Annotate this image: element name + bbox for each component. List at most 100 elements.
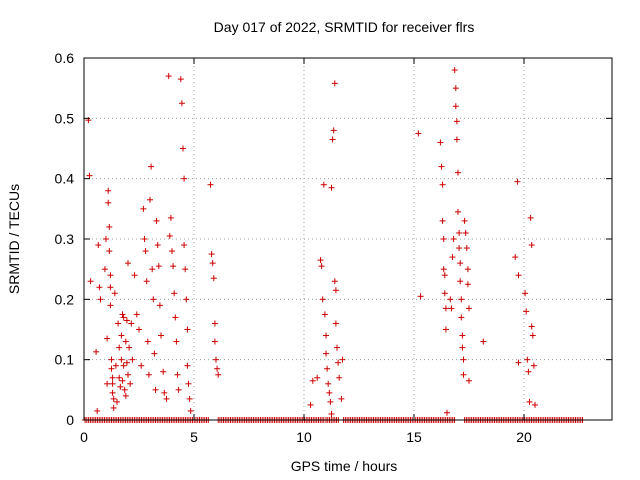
data-point xyxy=(109,389,116,396)
data-point xyxy=(182,266,189,273)
data-point xyxy=(125,260,131,267)
data-point xyxy=(307,401,314,408)
y-tick-label: 0.3 xyxy=(55,231,75,247)
data-point xyxy=(112,362,119,369)
data-point xyxy=(111,290,118,297)
data-point xyxy=(460,371,467,378)
data-point xyxy=(96,284,103,291)
data-point xyxy=(459,344,466,351)
data-point xyxy=(110,404,117,411)
data-point xyxy=(319,296,326,303)
data-point xyxy=(334,344,340,351)
x-axis-label: GPS time / hours xyxy=(291,458,398,474)
x-tick-label: 20 xyxy=(516,429,532,445)
data-point xyxy=(336,374,343,381)
data-point xyxy=(214,365,221,372)
data-point xyxy=(323,350,329,357)
data-point xyxy=(107,272,114,279)
data-point xyxy=(177,76,184,83)
data-point xyxy=(207,181,214,188)
data-point xyxy=(118,356,125,363)
y-tick-labels: 0 0.1 0.2 0.3 0.4 0.5 0.6 xyxy=(55,50,75,428)
x-tick-label: 10 xyxy=(296,429,312,445)
data-point xyxy=(169,248,175,255)
grid-lines xyxy=(84,58,612,420)
data-point xyxy=(453,136,460,143)
data-point xyxy=(181,242,188,249)
data-point xyxy=(117,383,124,390)
data-point xyxy=(523,308,530,315)
data-point xyxy=(331,80,338,87)
data-point xyxy=(515,359,522,366)
data-point xyxy=(448,305,455,312)
data-point xyxy=(327,398,334,405)
data-point xyxy=(141,236,148,242)
data-point xyxy=(450,236,457,242)
data-point xyxy=(515,272,522,279)
data-point xyxy=(524,356,531,363)
data-point xyxy=(120,362,127,369)
data-point xyxy=(119,377,126,384)
data-point xyxy=(131,272,138,279)
data-point xyxy=(105,199,112,206)
data-point xyxy=(147,196,153,203)
data-point xyxy=(118,332,125,339)
data-point xyxy=(106,248,113,255)
data-point xyxy=(456,229,463,236)
data-point xyxy=(123,359,130,366)
data-point xyxy=(466,305,472,312)
data-point xyxy=(97,296,104,303)
data-point xyxy=(331,278,338,285)
data-point xyxy=(120,314,127,321)
data-point xyxy=(447,296,454,303)
data-point xyxy=(108,365,115,372)
y-tick-label: 0.2 xyxy=(55,291,75,307)
data-point xyxy=(173,338,180,345)
data-point xyxy=(106,223,113,230)
data-point xyxy=(143,278,150,285)
data-point xyxy=(187,407,194,414)
data-point xyxy=(464,281,471,288)
data-point xyxy=(437,139,444,146)
data-point xyxy=(317,257,324,264)
data-points xyxy=(85,67,538,417)
data-point xyxy=(145,371,152,378)
data-point xyxy=(186,395,193,402)
data-point xyxy=(121,386,128,393)
data-point xyxy=(129,356,136,363)
data-point xyxy=(462,229,469,236)
data-point xyxy=(166,232,173,239)
data-point xyxy=(165,73,172,80)
data-point xyxy=(110,395,117,402)
data-point xyxy=(525,368,532,375)
data-point xyxy=(109,380,116,387)
data-point xyxy=(154,242,161,249)
data-point xyxy=(142,248,149,255)
data-point xyxy=(95,242,102,249)
data-point xyxy=(167,214,174,221)
data-point xyxy=(328,410,335,417)
data-point xyxy=(209,260,216,267)
data-point xyxy=(151,350,158,357)
data-point xyxy=(318,263,325,270)
y-axis-label: SRMTID / TECUs xyxy=(6,184,22,294)
data-point xyxy=(415,130,422,137)
data-point xyxy=(211,338,218,345)
data-point xyxy=(314,374,321,381)
data-point xyxy=(122,338,129,345)
data-point xyxy=(527,214,534,221)
data-point xyxy=(108,356,115,363)
y-tick-label: 0.1 xyxy=(55,352,75,368)
data-point xyxy=(181,175,188,182)
data-point xyxy=(109,374,116,381)
data-point xyxy=(332,320,339,327)
y-tick-label: 0.4 xyxy=(55,171,75,187)
data-point xyxy=(144,338,151,345)
data-point xyxy=(458,296,465,303)
data-point xyxy=(442,305,449,312)
data-point xyxy=(512,254,519,261)
data-point xyxy=(163,395,170,402)
y-tick-label: 0.5 xyxy=(55,110,75,126)
data-point xyxy=(328,184,335,191)
